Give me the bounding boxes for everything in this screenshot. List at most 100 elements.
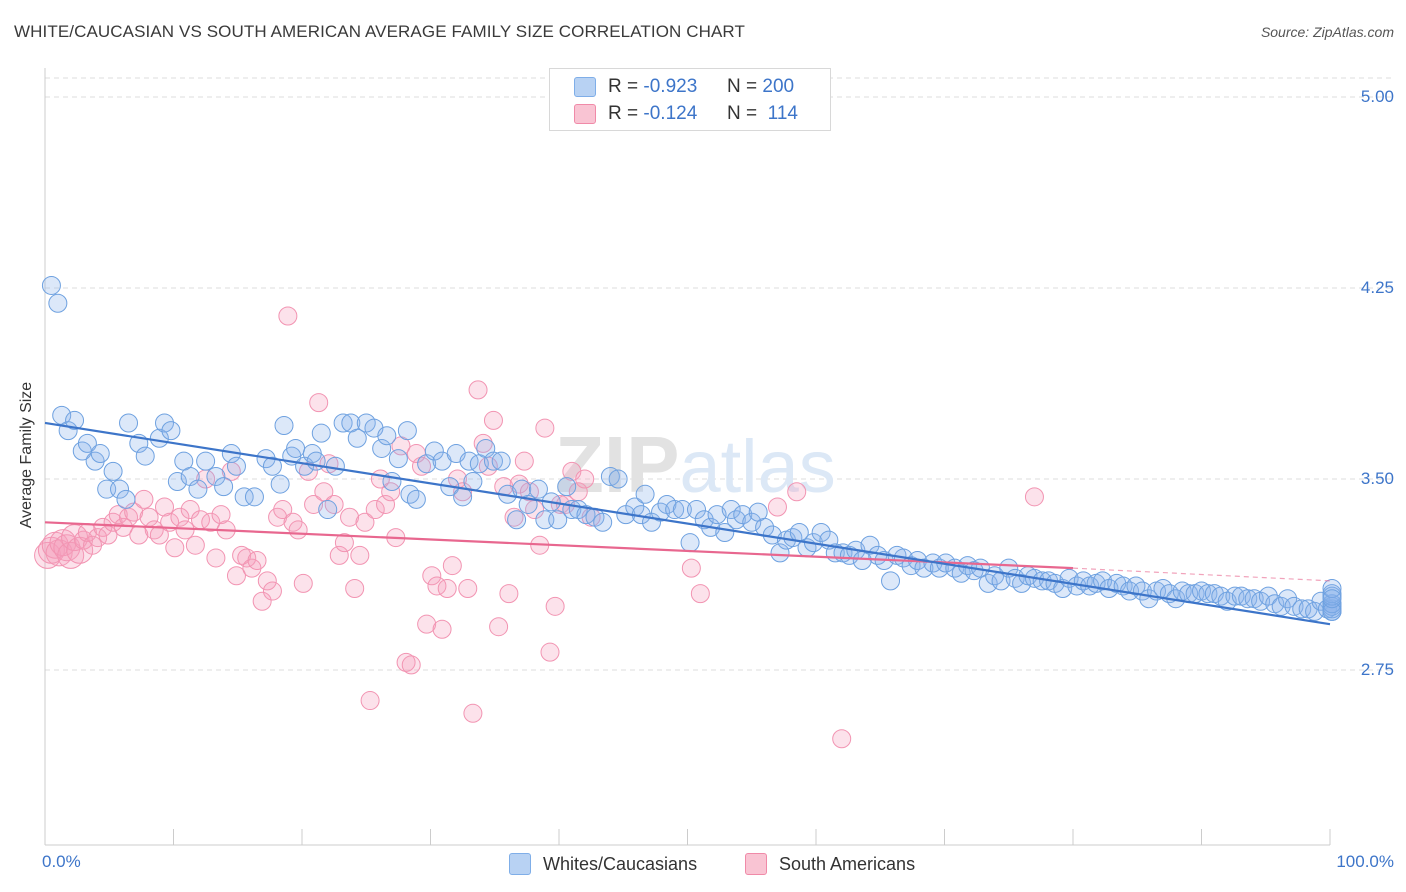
whites-point xyxy=(325,456,345,476)
whites-point xyxy=(1322,579,1342,599)
south-americans-point xyxy=(483,410,503,430)
whites-point xyxy=(214,477,234,497)
whites-point xyxy=(1126,576,1146,596)
watermark: ZIPatlas xyxy=(555,420,836,509)
south-americans-point xyxy=(155,497,175,517)
whites-point xyxy=(41,275,61,295)
whites-r-value: -0.923 xyxy=(643,76,698,97)
whites-point xyxy=(135,446,155,466)
south-americans-point xyxy=(144,520,164,540)
south-americans-point xyxy=(180,500,200,520)
whites-point xyxy=(377,426,397,446)
stats-box: R = -0.923 N = 200 R = -0.124 N = 114 xyxy=(549,68,831,131)
whites-point xyxy=(651,502,671,522)
whites-point xyxy=(694,510,714,530)
south-americans-r-value: -0.124 xyxy=(643,103,698,124)
whites-point xyxy=(274,416,294,436)
whites-point xyxy=(311,423,331,443)
south-americans-trend-line xyxy=(44,521,1074,570)
watermark-atlas: atlas xyxy=(679,425,835,508)
south-americans-point xyxy=(437,579,457,599)
whites-point xyxy=(262,456,282,476)
south-americans-point xyxy=(252,591,272,611)
whites-point xyxy=(770,543,790,563)
south-americans-point xyxy=(206,548,226,568)
whites-point xyxy=(600,466,620,486)
whites-point xyxy=(155,413,175,433)
south-americans-trend-extension xyxy=(1072,567,1331,582)
south-americans-point xyxy=(113,517,133,537)
whites-point xyxy=(333,413,353,433)
south-americans-point xyxy=(314,482,334,502)
south-americans-point xyxy=(340,507,360,527)
south-americans-point xyxy=(309,393,329,413)
south-americans-point xyxy=(690,584,710,604)
south-americans-point xyxy=(412,456,432,476)
whites-point xyxy=(453,487,473,507)
south-americans-point xyxy=(458,579,478,599)
whites-point xyxy=(397,421,417,441)
south-americans-point xyxy=(226,566,246,586)
whites-point xyxy=(103,461,123,481)
south-americans-point xyxy=(304,494,324,514)
south-americans-point xyxy=(442,556,462,576)
south-americans-point xyxy=(499,584,519,604)
whites-point xyxy=(90,444,110,464)
whites-n: N = 200 xyxy=(727,76,795,97)
whites-point xyxy=(110,479,130,499)
south-americans-point xyxy=(232,545,252,565)
whites-point xyxy=(483,451,503,471)
south-americans-point xyxy=(247,550,267,570)
whites-point xyxy=(1211,586,1231,606)
whites-point xyxy=(463,472,483,492)
south-americans-point xyxy=(767,497,787,517)
south-americans-points xyxy=(34,306,1044,749)
south-americans-point xyxy=(396,652,416,672)
whites-swatch xyxy=(574,77,596,97)
south-americans-point xyxy=(787,482,807,502)
whites-r: R = -0.923 xyxy=(608,76,698,97)
south-americans-point xyxy=(422,566,442,586)
axes xyxy=(44,68,1331,846)
whites-point xyxy=(721,500,741,520)
whites-point xyxy=(491,451,511,471)
legend-item-south-americans[interactable]: South Americans xyxy=(745,853,915,875)
south-americans-point xyxy=(540,642,560,662)
y-tick-label-3: 5.00 xyxy=(1360,87,1394,106)
whites-point xyxy=(548,510,568,530)
whites-point xyxy=(1322,589,1342,609)
south-americans-point xyxy=(149,525,169,545)
south-americans-point xyxy=(489,617,509,637)
whites-point xyxy=(1012,573,1032,593)
whites-point xyxy=(48,293,68,313)
south-americans-point xyxy=(262,581,282,601)
south-americans-point xyxy=(350,545,370,565)
south-americans-point xyxy=(278,306,298,326)
whites-point xyxy=(318,500,338,520)
stats-row-south-americans: R = -0.124 N = 114 xyxy=(550,102,830,126)
legend-label-whites: Whites/Caucasians xyxy=(543,853,698,874)
south-americans-point xyxy=(360,691,380,711)
legend-item-whites[interactable]: Whites/Caucasians xyxy=(509,853,697,875)
whites-point xyxy=(226,456,246,476)
south-americans-point xyxy=(355,512,375,532)
south-americans-point xyxy=(165,538,185,558)
whites-point xyxy=(1278,589,1298,609)
whites-point xyxy=(686,500,706,520)
south-americans-point xyxy=(575,469,595,489)
south-americans-point xyxy=(273,500,293,520)
whites-point xyxy=(167,472,187,492)
whites-point xyxy=(1093,571,1113,591)
grid-lines xyxy=(45,77,1395,671)
south-americans-point xyxy=(1024,487,1044,507)
whites-point xyxy=(77,433,97,453)
south-americans-point xyxy=(201,512,221,532)
whites-point xyxy=(881,571,901,591)
whites-point xyxy=(149,428,169,448)
whites-point xyxy=(680,533,700,553)
south-americans-point xyxy=(329,545,349,565)
chart-title: WHITE/CAUCASIAN VS SOUTH AMERICAN AVERAG… xyxy=(14,22,745,41)
south-americans-r: R = -0.124 xyxy=(608,103,698,124)
south-americans-point xyxy=(376,494,396,514)
south-americans-swatch xyxy=(574,104,596,124)
